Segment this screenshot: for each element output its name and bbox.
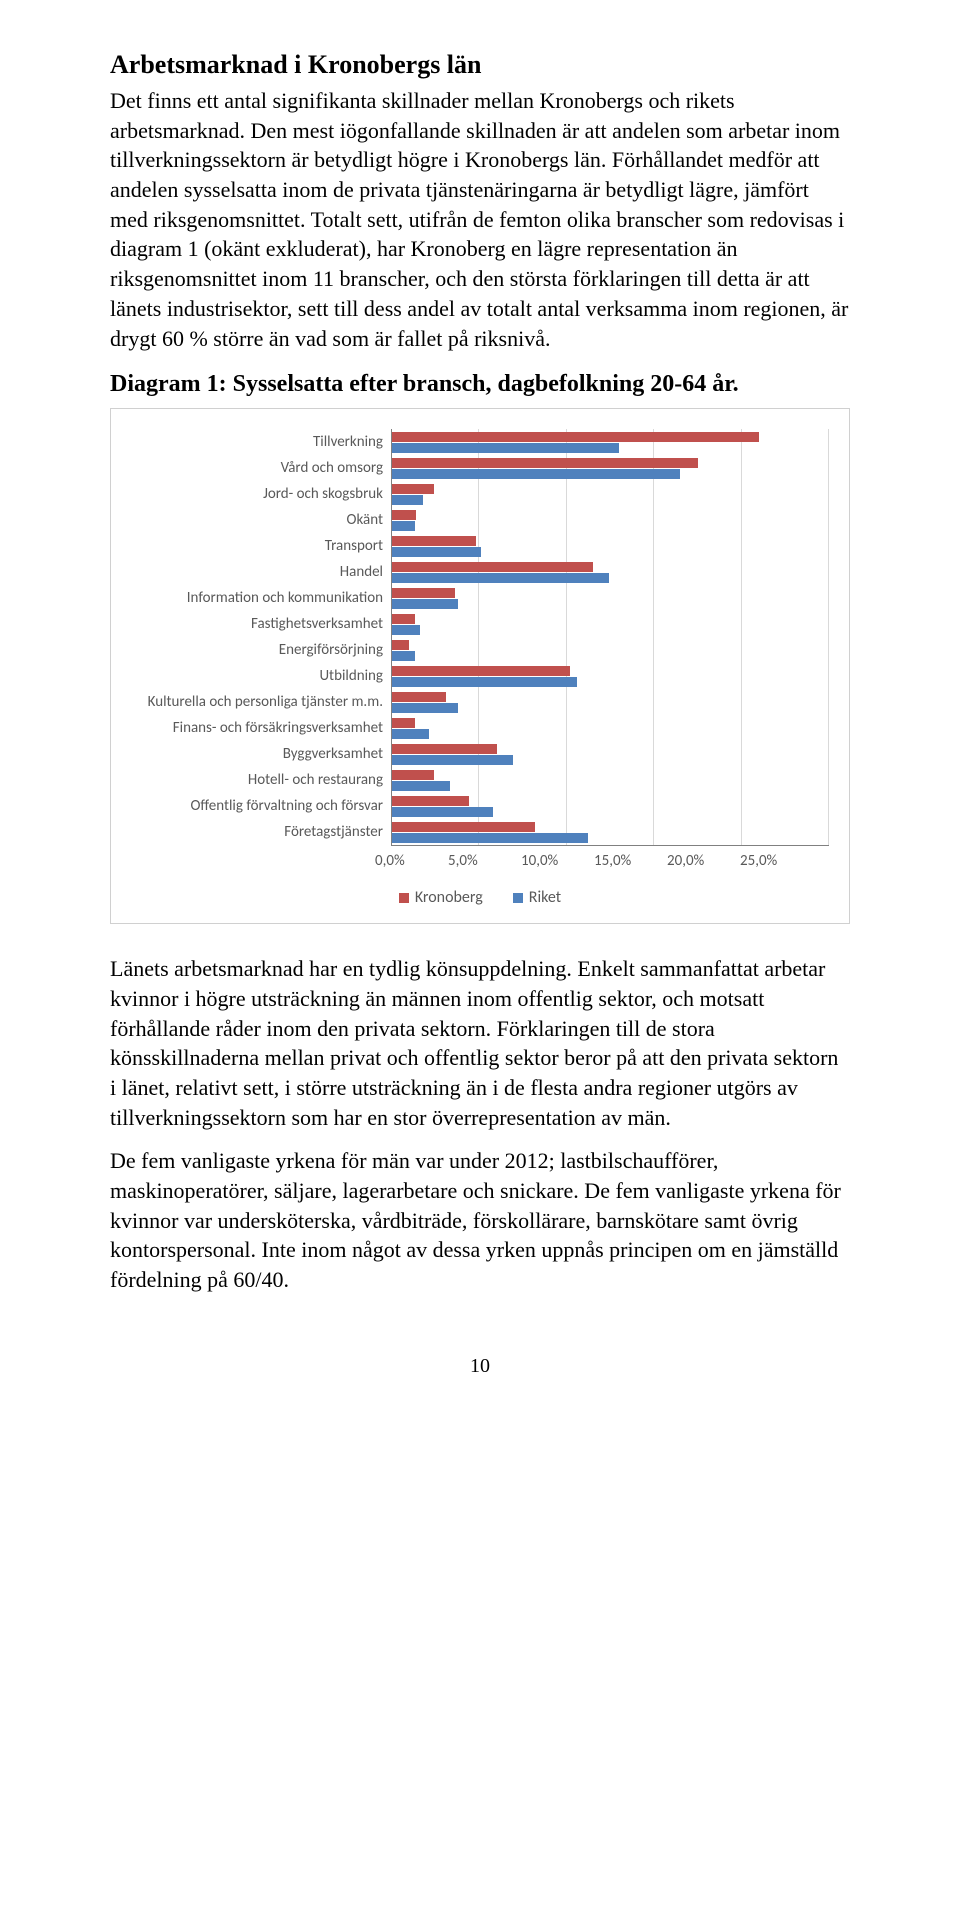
chart-bar-group: [392, 689, 829, 715]
chart-x-tick: 10,0%: [521, 846, 594, 870]
paragraph-1: Det finns ett antal signifikanta skillna…: [110, 86, 850, 353]
chart-category-label: Vård och omsorg: [131, 455, 391, 481]
chart-bar-group: [392, 455, 829, 481]
chart-bar-group: [392, 637, 829, 663]
chart-bar-riket: [392, 833, 588, 843]
chart-bar-kronoberg: [392, 692, 446, 702]
chart-bar-riket: [392, 495, 423, 505]
chart-bar-kronoberg: [392, 562, 593, 572]
chart-bar-riket: [392, 573, 609, 583]
chart-bar-group: [392, 429, 829, 455]
chart-bar-riket: [392, 521, 415, 531]
chart-bar-kronoberg: [392, 744, 497, 754]
chart-legend-swatch: [399, 893, 409, 903]
chart-bar-riket: [392, 651, 415, 661]
chart-bar-riket: [392, 755, 513, 765]
chart-category-label: Energiförsörjning: [131, 637, 391, 663]
chart-bar-riket: [392, 547, 481, 557]
chart-bar-riket: [392, 703, 458, 713]
chart-bar-group: [392, 611, 829, 637]
chart-bar-riket: [392, 599, 458, 609]
chart-category-label: Byggverksamhet: [131, 741, 391, 767]
chart-bar-group: [392, 715, 829, 741]
chart-bar-riket: [392, 625, 420, 635]
chart-diagram-1: TillverkningVård och omsorgJord- och sko…: [110, 408, 850, 924]
chart-bar-group: [392, 481, 829, 507]
chart-title: Diagram 1: Sysselsatta efter bransch, da…: [110, 371, 850, 398]
chart-bar-kronoberg: [392, 432, 759, 442]
chart-x-tick: 5,0%: [448, 846, 521, 870]
chart-category-label: Jord- och skogsbruk: [131, 481, 391, 507]
chart-category-label: Utbildning: [131, 663, 391, 689]
page-number: 10: [110, 1355, 850, 1378]
chart-x-axis: 0,0%5,0%10,0%15,0%20,0%25,0%: [391, 845, 829, 870]
chart-bar-kronoberg: [392, 458, 698, 468]
chart-category-label: Information och kommunikation: [131, 585, 391, 611]
chart-x-tick: 25,0%: [740, 846, 813, 870]
chart-category-label: Handel: [131, 559, 391, 585]
chart-bar-group: [392, 767, 829, 793]
chart-plot-area: [391, 429, 829, 845]
chart-bar-riket: [392, 677, 577, 687]
chart-bar-group: [392, 559, 829, 585]
chart-bar-riket: [392, 443, 619, 453]
chart-legend-item: Kronoberg: [399, 888, 483, 907]
chart-bar-kronoberg: [392, 484, 434, 494]
chart-bar-riket: [392, 781, 450, 791]
chart-category-label: Okänt: [131, 507, 391, 533]
chart-x-tick: 15,0%: [594, 846, 667, 870]
chart-legend-item: Riket: [513, 888, 561, 907]
chart-category-label: Fastighetsverksamhet: [131, 611, 391, 637]
chart-bar-group: [392, 793, 829, 819]
chart-bar-riket: [392, 729, 429, 739]
chart-bar-kronoberg: [392, 666, 570, 676]
chart-bar-kronoberg: [392, 822, 535, 832]
chart-bar-group: [392, 507, 829, 533]
chart-bar-kronoberg: [392, 588, 455, 598]
chart-legend-label: Kronoberg: [415, 888, 483, 907]
chart-category-label: Tillverkning: [131, 429, 391, 455]
chart-category-label: Offentlig förvaltning och försvar: [131, 793, 391, 819]
chart-bar-group: [392, 533, 829, 559]
chart-bar-kronoberg: [392, 536, 476, 546]
chart-category-label: Transport: [131, 533, 391, 559]
chart-bar-group: [392, 819, 829, 845]
chart-y-labels: TillverkningVård och omsorgJord- och sko…: [131, 429, 391, 845]
chart-bar-kronoberg: [392, 614, 415, 624]
chart-bars: [392, 429, 829, 845]
chart-bar-kronoberg: [392, 510, 416, 520]
chart-x-tick: 20,0%: [667, 846, 740, 870]
chart-legend-swatch: [513, 893, 523, 903]
chart-category-label: Finans- och försäkringsverksamhet: [131, 715, 391, 741]
page-title: Arbetsmarknad i Kronobergs län: [110, 50, 850, 80]
chart-category-label: Hotell- och restaurang: [131, 767, 391, 793]
chart-bar-group: [392, 585, 829, 611]
chart-legend: Kronoberg Riket: [131, 870, 829, 913]
chart-bar-kronoberg: [392, 718, 415, 728]
chart-bar-group: [392, 741, 829, 767]
chart-bar-group: [392, 663, 829, 689]
chart-x-tick: 0,0%: [375, 846, 448, 870]
chart-bar-riket: [392, 469, 680, 479]
chart-bar-kronoberg: [392, 770, 434, 780]
paragraph-2: Länets arbetsmarknad har en tydlig könsu…: [110, 954, 850, 1132]
chart-bar-riket: [392, 807, 493, 817]
chart-bar-kronoberg: [392, 640, 409, 650]
chart-category-label: Kulturella och personliga tjänster m.m.: [131, 689, 391, 715]
chart-bar-kronoberg: [392, 796, 469, 806]
chart-category-label: Företagstjänster: [131, 819, 391, 845]
paragraph-3: De fem vanligaste yrkena för män var und…: [110, 1146, 850, 1294]
chart-legend-label: Riket: [529, 888, 561, 907]
